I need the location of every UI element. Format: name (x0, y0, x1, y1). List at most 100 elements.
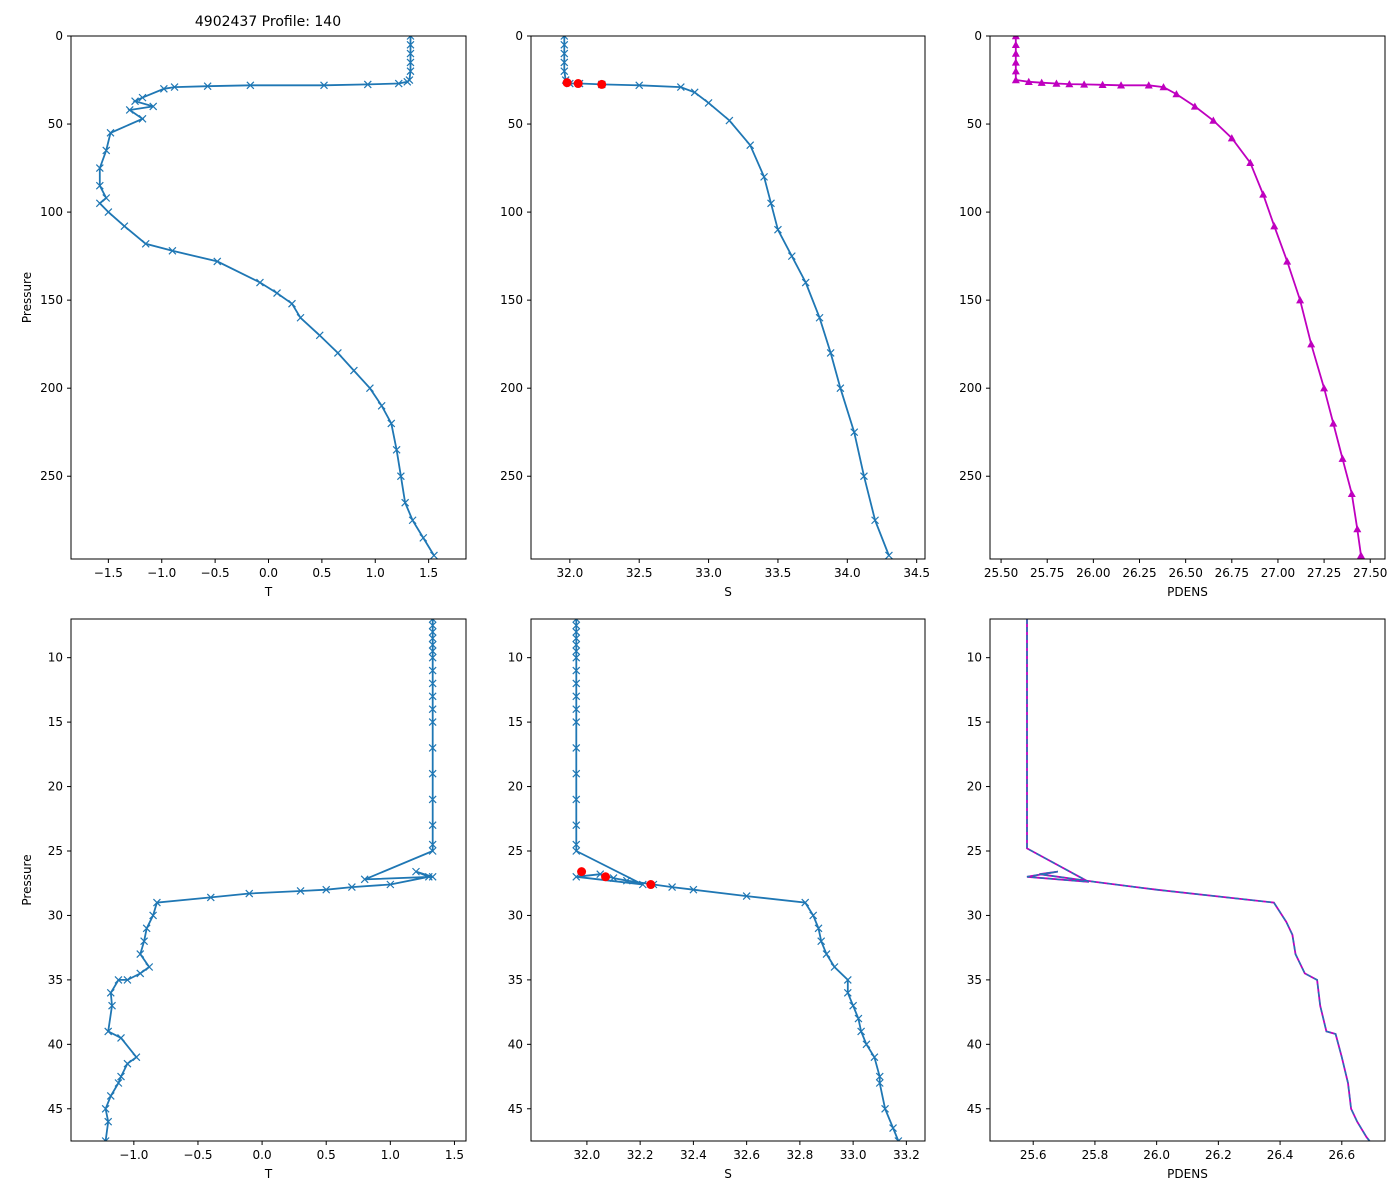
data-point (428, 679, 437, 688)
x-tick-label: 32.0 (574, 1148, 601, 1162)
x-tick-label: −1.5 (94, 566, 123, 580)
data-point (138, 93, 147, 102)
x-tick-label: 1.0 (366, 566, 385, 580)
x-tick-label: 27.50 (1353, 566, 1387, 580)
x-tick-label: 33.5 (765, 566, 792, 580)
y-tick-label: 40 (508, 1037, 523, 1051)
y-tick-label: 40 (48, 1037, 63, 1051)
x-tick-label: 0.5 (312, 566, 331, 580)
data-point (363, 80, 372, 89)
axes-frame (530, 618, 926, 1142)
data-point (114, 1079, 123, 1087)
axes-frame (989, 618, 1386, 1142)
data-point (273, 289, 281, 298)
y-tick-label: 250 (40, 469, 63, 483)
x-tick-label: 34.0 (834, 566, 861, 580)
x-axis-label: PDENS (1167, 1167, 1208, 1181)
data-point (347, 883, 356, 892)
data-point (392, 445, 401, 454)
x-tick-label: 26.2 (1205, 1148, 1232, 1162)
data-point (760, 172, 768, 181)
panel-bottom-s: 32.0 32.2 32.4 32.6 32.8 33.0 33.2 10 15 20 25 30 35… (508, 618, 926, 1181)
data-point (256, 278, 264, 287)
x-axis-label: S (724, 585, 732, 599)
data-point (572, 619, 581, 623)
data-point (843, 988, 852, 997)
y-tick-label: 200 (40, 381, 63, 395)
x-tick-label: 25.8 (1082, 1148, 1109, 1162)
x-tick-label: 33.0 (840, 1148, 867, 1162)
x-tick-label: 27.00 (1261, 566, 1295, 580)
data-point (170, 83, 179, 91)
data-point (854, 1014, 863, 1023)
data-point (885, 551, 893, 559)
x-tick-label: 26.00 (1076, 566, 1110, 580)
data-point (836, 384, 845, 393)
plot-area (1026, 619, 1371, 1141)
data-point (572, 847, 581, 855)
y-tick-label: 30 (508, 908, 523, 922)
data-point (138, 114, 147, 123)
x-tick-label: 25.50 (984, 566, 1018, 580)
data-point (830, 963, 839, 971)
data-point (117, 1072, 125, 1081)
axes-frame (70, 618, 467, 1142)
data-point (401, 498, 410, 507)
data-point (817, 937, 826, 946)
x-tick-label: 27.25 (1307, 566, 1341, 580)
data-point (572, 840, 581, 849)
data-point (690, 88, 699, 97)
data-point (1259, 190, 1268, 198)
data-point (114, 975, 123, 984)
y-tick-label: 50 (967, 117, 982, 131)
x-tick-label: 32.2 (627, 1148, 654, 1162)
data-point (117, 1033, 125, 1042)
y-tick-label: 25 (48, 844, 63, 858)
data-point (428, 743, 437, 752)
data-point (572, 653, 581, 662)
panel-top-s: 32.0 32.5 33.0 33.5 34.0 34.5 0 50 100 150 200 250 S (500, 29, 930, 599)
data-point (1159, 83, 1168, 91)
x-tick-label: 26.75 (1215, 566, 1249, 580)
data-point (1172, 90, 1181, 98)
data-point (572, 666, 581, 675)
data-point (153, 898, 161, 907)
y-tick-label: 50 (508, 117, 523, 131)
data-point (725, 116, 734, 125)
flagged-point (601, 872, 611, 882)
data-point (822, 950, 831, 959)
data-point (881, 1104, 889, 1113)
data-point (102, 146, 111, 155)
flagged-point (577, 867, 587, 877)
x-tick-label: 33.2 (893, 1148, 920, 1162)
data-point (288, 299, 296, 308)
plot-area (560, 36, 893, 559)
data-point (767, 199, 775, 208)
x-tick-label: 26.4 (1267, 1148, 1294, 1162)
data-point (386, 880, 395, 889)
x-axis-label: T (264, 585, 273, 599)
data-point (572, 795, 581, 804)
data-point (826, 349, 835, 357)
x-tick-label: 1.5 (419, 566, 438, 580)
data-point (676, 83, 685, 91)
panel-bottom-pdens: 25.6 25.8 26.0 26.2 26.4 26.6 10 15 20 25 30 35 40 45… (967, 618, 1386, 1181)
data-point (246, 81, 255, 90)
data-point (746, 141, 755, 150)
x-tick-label: 25.6 (1020, 1148, 1047, 1162)
y-tick-label: 250 (959, 469, 982, 483)
x-axis-label: S (724, 1167, 732, 1181)
panels: −1.5 −1.0 −0.5 0.0 0.5 1.0 1.5050100150200250T… (20, 29, 1387, 1181)
y-tick-label: 150 (40, 293, 63, 307)
plot-area (1011, 36, 1366, 559)
data-point (132, 1053, 141, 1062)
data-point (102, 194, 111, 202)
y-tick-label: 45 (967, 1102, 982, 1116)
data-point (95, 199, 104, 208)
x-tick-label: 32.8 (787, 1148, 814, 1162)
data-point (860, 472, 868, 481)
data-point (387, 419, 396, 428)
y-tick-label: 20 (967, 780, 982, 794)
data-point (871, 516, 879, 525)
data-point (95, 164, 104, 172)
